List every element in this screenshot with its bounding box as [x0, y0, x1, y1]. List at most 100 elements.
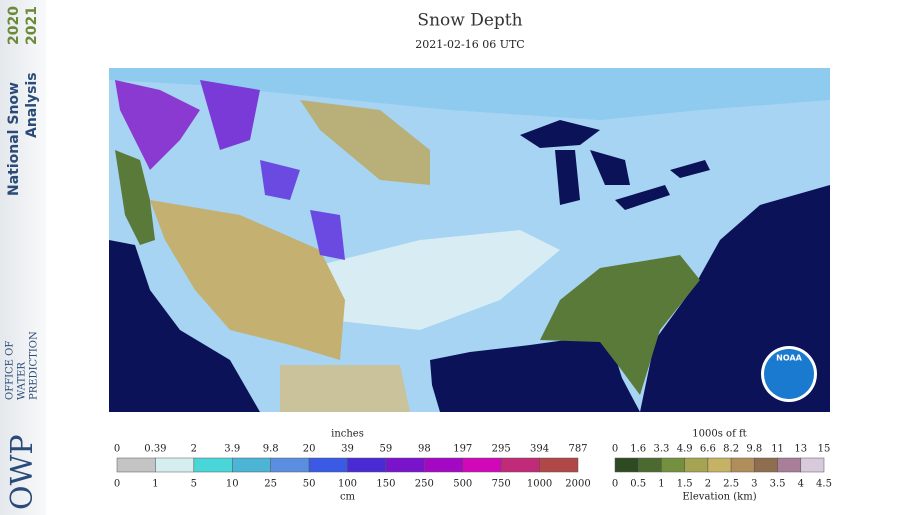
map: NOAA	[109, 68, 830, 412]
title: Snow Depth	[417, 11, 522, 31]
noaa-logo-inner	[764, 349, 814, 399]
legend-unit: cm	[340, 492, 356, 503]
legend-label: 500	[453, 479, 472, 490]
snow-deep	[115, 80, 200, 170]
legend-label: 50	[303, 479, 316, 490]
legend-swatch	[730, 457, 755, 473]
legend-label: 98	[418, 444, 431, 455]
legend-swatch	[637, 457, 662, 473]
legend-swatch	[308, 457, 348, 473]
legend-swatch	[232, 457, 271, 473]
pacific	[109, 240, 260, 412]
legend-swatch	[500, 457, 540, 473]
legend-label: 20	[303, 444, 316, 455]
legend-label: 1	[658, 479, 664, 490]
legend-label: 39	[341, 444, 354, 455]
legend-label: 394	[530, 444, 549, 455]
legend-label: 3	[751, 479, 757, 490]
legend-swatch	[347, 457, 387, 473]
legend-label: 2	[191, 444, 197, 455]
lake	[670, 160, 710, 178]
legend-label: 6.6	[700, 444, 716, 455]
legend-label: 0	[114, 479, 120, 490]
legend-swatch	[539, 457, 579, 473]
legend-label: 11	[771, 444, 784, 455]
legend-label: 25	[264, 479, 277, 490]
noaa-text: NOAA	[776, 354, 802, 363]
legend-label: 59	[380, 444, 393, 455]
gulf	[430, 338, 640, 412]
org-line: PREDICTION	[29, 331, 40, 400]
snow-deep	[260, 160, 300, 200]
lake	[590, 150, 630, 185]
owp-logo: OWP	[5, 434, 40, 510]
legend-label: 0.5	[630, 479, 646, 490]
legend-swatch	[707, 457, 732, 473]
legend-swatch	[424, 457, 464, 473]
legend-unit: inches	[331, 429, 364, 440]
legend-label: 4	[798, 479, 804, 490]
legend-label: 100	[338, 479, 357, 490]
legend-label: 1	[152, 479, 158, 490]
legend-swatch	[462, 457, 502, 473]
sidebar-title: National Snow	[6, 82, 22, 196]
legend-label: 1.5	[677, 479, 693, 490]
legend-label: 0	[114, 444, 120, 455]
legend-label: 0	[612, 479, 618, 490]
legend-label: 3.3	[653, 444, 669, 455]
dakotas-bare	[300, 100, 430, 185]
legend-swatch	[777, 457, 802, 473]
legend-label: 295	[492, 444, 511, 455]
legend-label: 0.39	[144, 444, 166, 455]
legend-label: 3.5	[770, 479, 786, 490]
sidebar-year: 2021	[24, 6, 40, 45]
southeast-bare	[540, 255, 700, 395]
mexico	[280, 365, 410, 412]
sidebar	[0, 0, 46, 515]
legend-label: 2	[705, 479, 711, 490]
legend-swatch	[614, 457, 639, 473]
legend-label: 4.5	[816, 479, 832, 490]
legend-label: 5	[191, 479, 197, 490]
legend-label: 4.9	[677, 444, 693, 455]
southwest-bare	[150, 200, 345, 360]
legend-unit: Elevation (km)	[682, 492, 756, 503]
legend-swatch	[661, 457, 685, 473]
legend-swatch	[116, 457, 156, 473]
legend-label: 750	[492, 479, 511, 490]
legend-label: 10	[226, 479, 239, 490]
legend-swatch	[270, 457, 310, 473]
legend-swatch	[684, 457, 709, 473]
legend-label: 3.9	[224, 444, 240, 455]
plains-light	[300, 230, 560, 330]
canada	[109, 68, 830, 120]
legend-label: 8.2	[723, 444, 739, 455]
legend-label: 2.5	[723, 479, 739, 490]
lake	[555, 150, 580, 205]
legend-label: 197	[453, 444, 472, 455]
org-line: WATER	[17, 362, 28, 400]
legend-label: 0	[612, 444, 618, 455]
legend-label: 9.8	[746, 444, 762, 455]
legend-swatch	[155, 457, 195, 473]
legend-swatch	[193, 457, 233, 473]
legend-label: 250	[415, 479, 434, 490]
lake	[615, 185, 670, 210]
legend-swatch	[754, 457, 778, 473]
lake	[520, 120, 600, 148]
snow-deep	[200, 80, 260, 150]
legend-label: 1.6	[630, 444, 646, 455]
legend-swatch	[800, 457, 825, 473]
legend-label: 9.8	[263, 444, 279, 455]
legend-label: 150	[376, 479, 395, 490]
legend-label: 1000	[527, 479, 552, 490]
legend-label: 15	[818, 444, 831, 455]
subtitle: 2021-02-16 06 UTC	[415, 38, 524, 51]
sidebar-title: Analysis	[24, 72, 40, 138]
org-line: OFFICE OF	[5, 341, 16, 400]
sidebar-year: 2020	[6, 6, 22, 45]
legend-swatch	[385, 457, 425, 473]
